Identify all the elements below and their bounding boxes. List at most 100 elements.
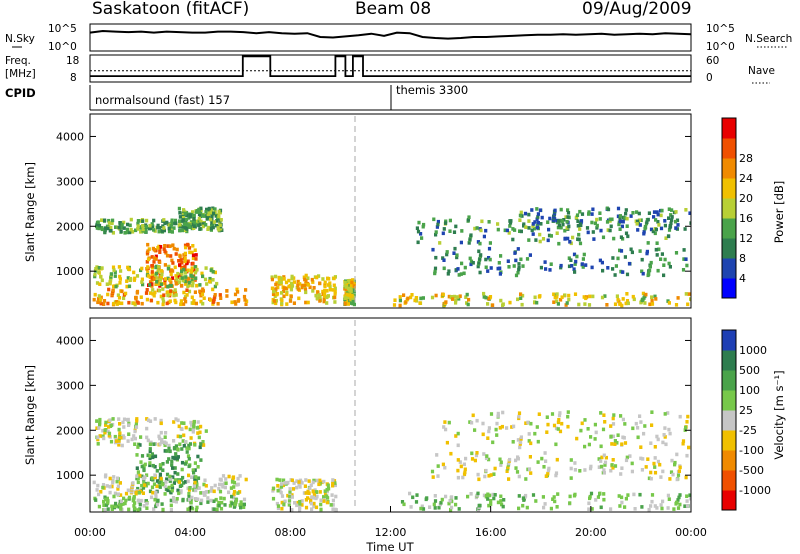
heat-cell bbox=[211, 302, 215, 306]
heat-cell bbox=[655, 506, 659, 510]
heat-cell bbox=[543, 502, 547, 506]
heat-cell bbox=[618, 216, 622, 220]
heat-cell bbox=[210, 220, 214, 225]
heat-cell bbox=[511, 227, 515, 231]
heat-cell bbox=[488, 241, 492, 245]
heat-cell bbox=[479, 253, 483, 257]
heat-cell bbox=[141, 227, 145, 232]
heat-cell bbox=[166, 244, 170, 248]
heat-cell bbox=[303, 287, 308, 292]
heat-cell bbox=[346, 302, 350, 306]
heat-cell bbox=[308, 486, 312, 491]
heat-cell bbox=[312, 478, 316, 483]
heat-cell bbox=[447, 420, 451, 425]
heat-cell bbox=[513, 228, 517, 232]
heat-cell bbox=[169, 503, 173, 508]
heat-cell bbox=[592, 237, 596, 241]
heat-cell bbox=[216, 226, 220, 230]
heat-cell bbox=[477, 260, 481, 265]
heat-cell bbox=[643, 301, 647, 305]
heat-cell bbox=[153, 290, 157, 295]
heat-cell bbox=[196, 497, 200, 502]
heat-cell bbox=[200, 271, 204, 276]
heat-cell bbox=[606, 228, 610, 232]
heat-cell bbox=[179, 478, 183, 482]
heat-cell bbox=[640, 269, 644, 274]
heat-cell bbox=[188, 250, 192, 255]
heat-cell bbox=[331, 481, 335, 486]
heat-cell bbox=[183, 211, 187, 216]
heat-cell bbox=[605, 303, 609, 307]
heat-cell bbox=[620, 224, 624, 229]
heat-cell bbox=[654, 247, 658, 252]
heat-cell bbox=[659, 213, 663, 218]
heat-cell bbox=[148, 463, 152, 468]
heat-cell bbox=[145, 473, 149, 477]
heat-cell bbox=[563, 293, 567, 297]
heat-cell bbox=[670, 208, 674, 212]
heat-cell bbox=[319, 507, 323, 512]
cpid-label: CPID bbox=[5, 86, 36, 100]
heat-cell bbox=[191, 210, 195, 214]
heat-cell bbox=[683, 227, 687, 231]
heat-cell bbox=[99, 490, 103, 494]
heat-cell bbox=[165, 460, 169, 464]
heat-cell bbox=[655, 253, 659, 257]
heat-cell bbox=[133, 429, 137, 434]
heat-cell bbox=[327, 277, 331, 281]
frequency-line bbox=[90, 55, 691, 77]
heat-cell bbox=[236, 482, 240, 487]
heat-cell bbox=[167, 226, 171, 231]
heat-cell bbox=[173, 221, 177, 226]
heat-cell bbox=[186, 242, 190, 247]
heat-cell bbox=[617, 494, 621, 498]
heat-cell bbox=[171, 466, 175, 470]
heat-cell bbox=[194, 253, 198, 257]
heat-cell bbox=[579, 219, 584, 223]
heat-cell bbox=[161, 287, 165, 291]
heat-cell bbox=[150, 266, 154, 270]
heat-cell bbox=[414, 296, 419, 300]
heat-cell bbox=[167, 443, 171, 448]
heat-cell bbox=[519, 435, 523, 439]
heat-cell bbox=[122, 496, 126, 501]
heat-cell bbox=[164, 277, 168, 281]
heat-cell bbox=[271, 489, 275, 493]
power-heatmap bbox=[92, 206, 691, 308]
heat-cell bbox=[443, 420, 447, 424]
heat-cell bbox=[164, 441, 168, 446]
heat-cell bbox=[153, 454, 158, 459]
heat-cell bbox=[392, 303, 397, 307]
heat-cell bbox=[134, 490, 138, 495]
heat-cell bbox=[184, 440, 188, 444]
heat-cell bbox=[639, 420, 643, 424]
heat-cell bbox=[304, 279, 308, 283]
heat-cell bbox=[242, 294, 247, 299]
heat-cell bbox=[95, 222, 99, 227]
heat-cell bbox=[106, 226, 110, 231]
heat-cell bbox=[572, 267, 576, 271]
heat-cell bbox=[685, 420, 689, 424]
heat-cell bbox=[151, 224, 155, 228]
heat-cell bbox=[111, 288, 115, 293]
heat-cell bbox=[168, 299, 172, 303]
y-tick-label: 2000 bbox=[56, 220, 84, 233]
heat-cell bbox=[296, 279, 300, 284]
heat-cell bbox=[611, 434, 615, 439]
heat-cell bbox=[496, 222, 500, 226]
heat-cell bbox=[170, 488, 174, 493]
heat-cell bbox=[165, 477, 169, 481]
heat-cell bbox=[649, 470, 653, 475]
velocity-ylabel: Slant Range [km] bbox=[23, 365, 37, 465]
heat-cell bbox=[111, 417, 115, 421]
heat-cell bbox=[187, 491, 191, 496]
heat-cell bbox=[172, 481, 176, 485]
heat-cell bbox=[666, 299, 670, 303]
heat-cell bbox=[593, 221, 597, 226]
heat-cell bbox=[656, 459, 660, 464]
heat-cell bbox=[670, 215, 674, 219]
velocity-heatmap bbox=[92, 410, 691, 512]
heat-cell bbox=[199, 458, 203, 462]
heat-cell bbox=[192, 219, 196, 224]
heat-cell bbox=[211, 287, 215, 292]
